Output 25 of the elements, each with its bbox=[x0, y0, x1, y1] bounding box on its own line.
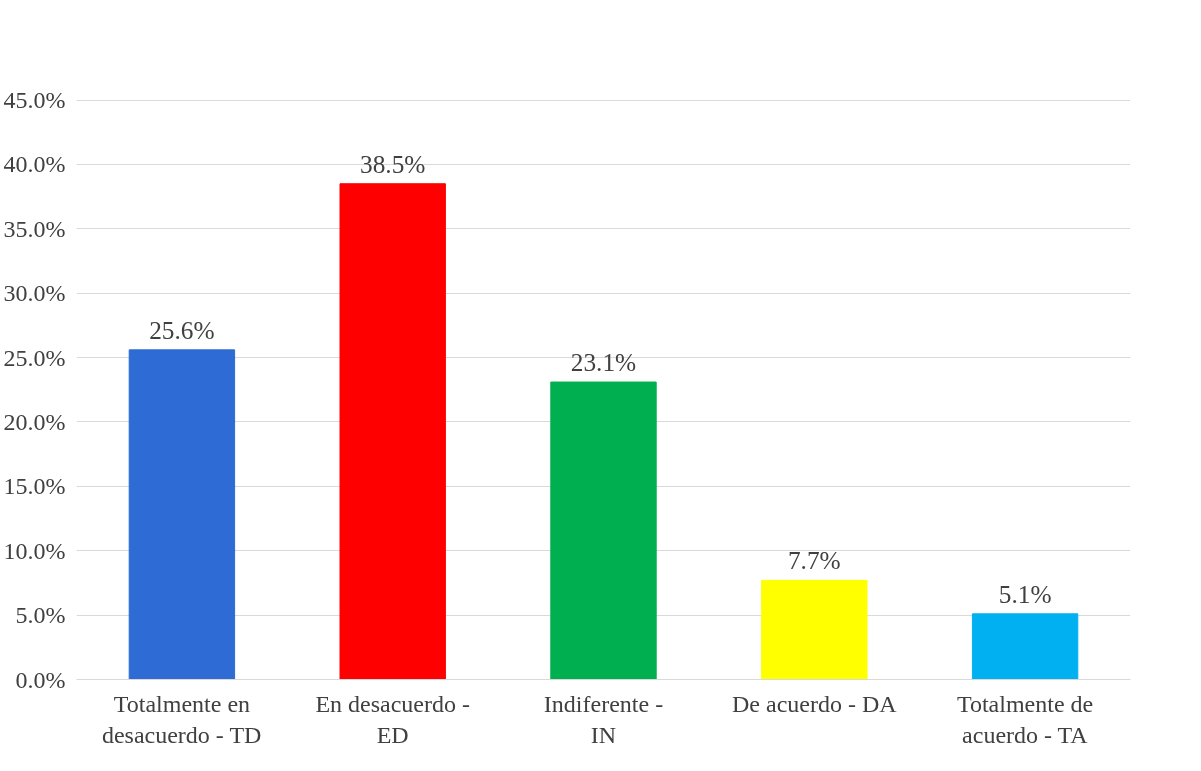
y-tick-label: 45.0% bbox=[3, 87, 66, 114]
data-label: 7.7% bbox=[787, 546, 841, 575]
bar bbox=[550, 381, 657, 680]
y-tick-label: 15.0% bbox=[3, 473, 66, 500]
data-label: 38.5% bbox=[359, 149, 426, 178]
y-tick-label: 30.0% bbox=[3, 280, 66, 307]
y-tick-label: 5.0% bbox=[15, 602, 66, 629]
data-label: 5.1% bbox=[998, 579, 1052, 608]
x-tick-label: Totalmente de acuerdo - TA bbox=[956, 690, 1094, 748]
y-tick-label: 20.0% bbox=[3, 408, 66, 435]
bar bbox=[761, 579, 868, 680]
y-tick-label: 35.0% bbox=[3, 215, 66, 242]
x-tick-label: Indiferente - IN bbox=[543, 690, 664, 748]
bar bbox=[339, 183, 446, 680]
data-label: 25.6% bbox=[149, 315, 215, 344]
y-tick-label: 40.0% bbox=[3, 151, 66, 178]
x-tick-label: En desacuerdo - ED bbox=[315, 690, 470, 748]
y-tick-label: 0.0% bbox=[15, 666, 66, 693]
data-label: 23.1% bbox=[570, 348, 637, 377]
x-tick-label: De acuerdo - DA bbox=[732, 690, 898, 717]
bar bbox=[971, 613, 1079, 680]
y-tick-label: 25.0% bbox=[3, 344, 66, 371]
y-tick-label: 10.0% bbox=[3, 537, 66, 564]
bar bbox=[128, 349, 236, 680]
x-tick-label: Totalmente en desacuerdo - TD bbox=[101, 690, 262, 748]
